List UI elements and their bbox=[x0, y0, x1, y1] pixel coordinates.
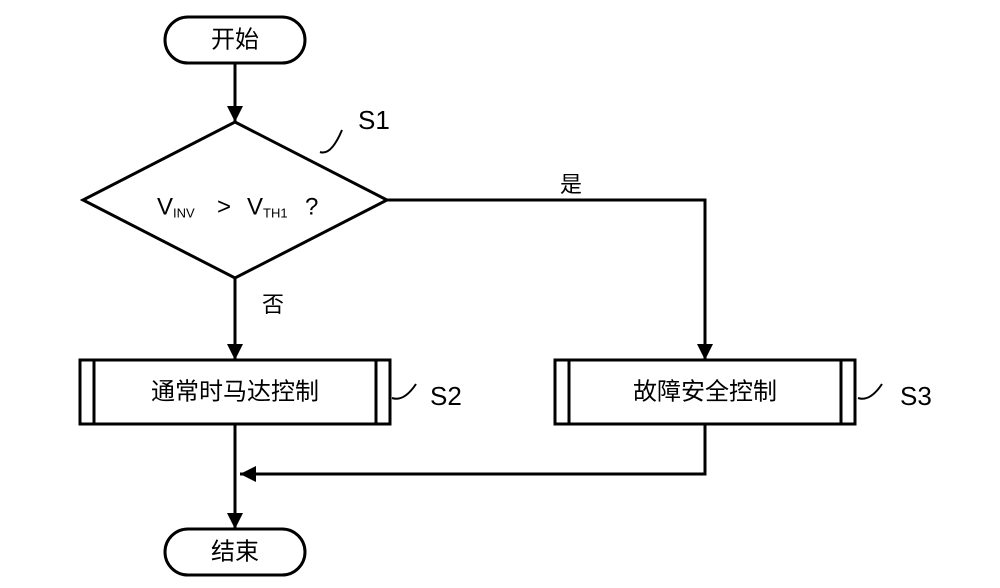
process-normal-control: 通常时马达控制 S2 bbox=[80, 360, 462, 424]
svg-text:TH1: TH1 bbox=[263, 205, 288, 220]
process-failsafe-control-step: S3 bbox=[900, 381, 932, 411]
process-normal-control-step: S2 bbox=[430, 381, 462, 411]
svg-text:>: > bbox=[217, 193, 231, 220]
process-normal-control-label: 通常时马达控制 bbox=[151, 378, 319, 405]
svg-text:INV: INV bbox=[173, 205, 195, 220]
edge-dec-yes-right bbox=[387, 200, 705, 360]
svg-text:?: ? bbox=[305, 193, 318, 220]
svg-text:V: V bbox=[157, 193, 173, 220]
decision-node: VINV>VTH1?S1 bbox=[83, 105, 390, 278]
start-node: 开始 bbox=[165, 17, 305, 63]
end-node: 结束 bbox=[165, 529, 305, 575]
end-node-label: 结束 bbox=[211, 538, 259, 565]
svg-text:V: V bbox=[247, 193, 263, 220]
process-failsafe-control: 故障安全控制 S3 bbox=[555, 360, 932, 424]
edge-right-merge bbox=[240, 424, 705, 474]
flowchart-canvas: 否是开始VINV>VTH1?S1通常时马达控制S2故障安全控制S3结束 bbox=[0, 0, 1000, 588]
process-failsafe-control-label: 故障安全控制 bbox=[633, 378, 777, 405]
decision-node-step: S1 bbox=[358, 105, 390, 135]
edge-label-dec-no-down: 否 bbox=[262, 292, 284, 317]
edge-label-dec-yes-right: 是 bbox=[560, 172, 582, 197]
start-node-label: 开始 bbox=[211, 26, 259, 53]
